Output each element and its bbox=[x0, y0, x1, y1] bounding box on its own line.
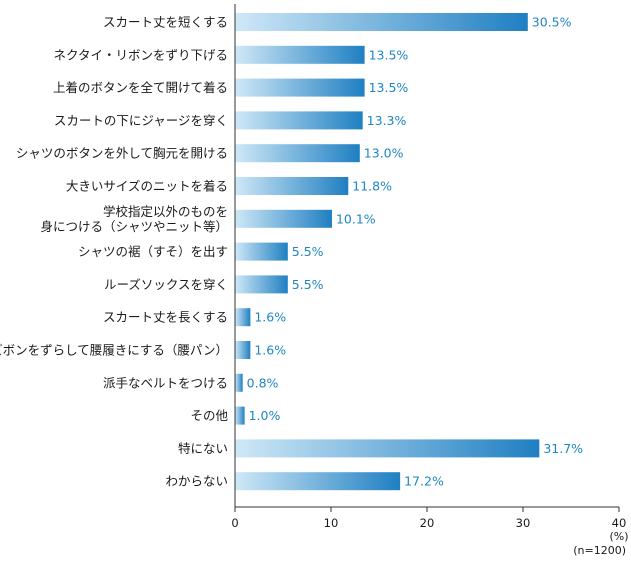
category-label: 大きいサイズのニットを着る bbox=[66, 179, 228, 194]
category-label: わからない bbox=[165, 474, 228, 489]
bar bbox=[235, 308, 251, 327]
category-label: ズボンをずらして腰履きにする（腰パン） bbox=[0, 343, 228, 358]
category-label: スカートの下にジャージを穿く bbox=[54, 113, 228, 128]
category-label: ネクタイ・リボンをずり下げる bbox=[53, 47, 228, 62]
bar bbox=[235, 111, 363, 130]
sample-size-label: (n=1200) bbox=[573, 544, 626, 557]
value-label: 5.5% bbox=[292, 277, 324, 292]
category-label: 派手なベルトをつける bbox=[103, 375, 228, 390]
unit-label: (%) bbox=[609, 530, 628, 543]
bar bbox=[235, 341, 251, 359]
value-label: 10.1% bbox=[336, 211, 376, 226]
value-label: 13.5% bbox=[369, 47, 409, 62]
bar bbox=[235, 144, 360, 163]
value-label: 31.7% bbox=[543, 441, 583, 456]
value-label: 13.5% bbox=[369, 80, 409, 95]
x-tick-label: 20 bbox=[420, 516, 435, 530]
bar bbox=[235, 275, 288, 294]
value-label: 1.6% bbox=[254, 310, 286, 325]
x-tick-label: 10 bbox=[324, 516, 339, 530]
bar bbox=[235, 242, 288, 261]
value-label: 0.8% bbox=[247, 375, 279, 390]
category-label: スカート丈を短くする bbox=[103, 15, 228, 30]
value-label: 13.0% bbox=[364, 146, 404, 161]
category-label: シャツのボタンを外して胸元を開ける bbox=[16, 146, 228, 161]
x-tick-label: 0 bbox=[231, 516, 238, 530]
bar bbox=[235, 439, 540, 458]
value-label: 11.8% bbox=[352, 179, 392, 194]
category-label: ルーズソックスを穿く bbox=[104, 277, 228, 292]
value-label: 1.0% bbox=[249, 408, 281, 423]
bar bbox=[235, 78, 365, 97]
bar bbox=[235, 472, 401, 491]
value-label: 1.6% bbox=[254, 343, 286, 358]
value-label: 30.5% bbox=[532, 15, 572, 30]
category-label: 上着のボタンを全て開けて着る bbox=[53, 80, 228, 95]
bar bbox=[235, 13, 528, 31]
category-label: シャツの裾（すそ）を出す bbox=[78, 244, 228, 259]
x-tick-label: 40 bbox=[612, 516, 627, 530]
value-label: 17.2% bbox=[404, 474, 444, 489]
bar bbox=[235, 45, 365, 64]
category-label: 学校指定以外のものを身につける（シャツやニット等） bbox=[40, 204, 228, 234]
value-label: 5.5% bbox=[292, 244, 324, 259]
bar bbox=[235, 406, 245, 425]
bar bbox=[235, 209, 332, 228]
category-label: その他 bbox=[190, 408, 228, 423]
bar bbox=[235, 373, 243, 392]
category-label: スカート丈を長くする bbox=[103, 310, 228, 325]
x-tick-label: 30 bbox=[516, 516, 531, 530]
value-label: 13.3% bbox=[367, 113, 407, 128]
bar bbox=[235, 177, 349, 195]
category-label: 特にない bbox=[178, 441, 228, 456]
